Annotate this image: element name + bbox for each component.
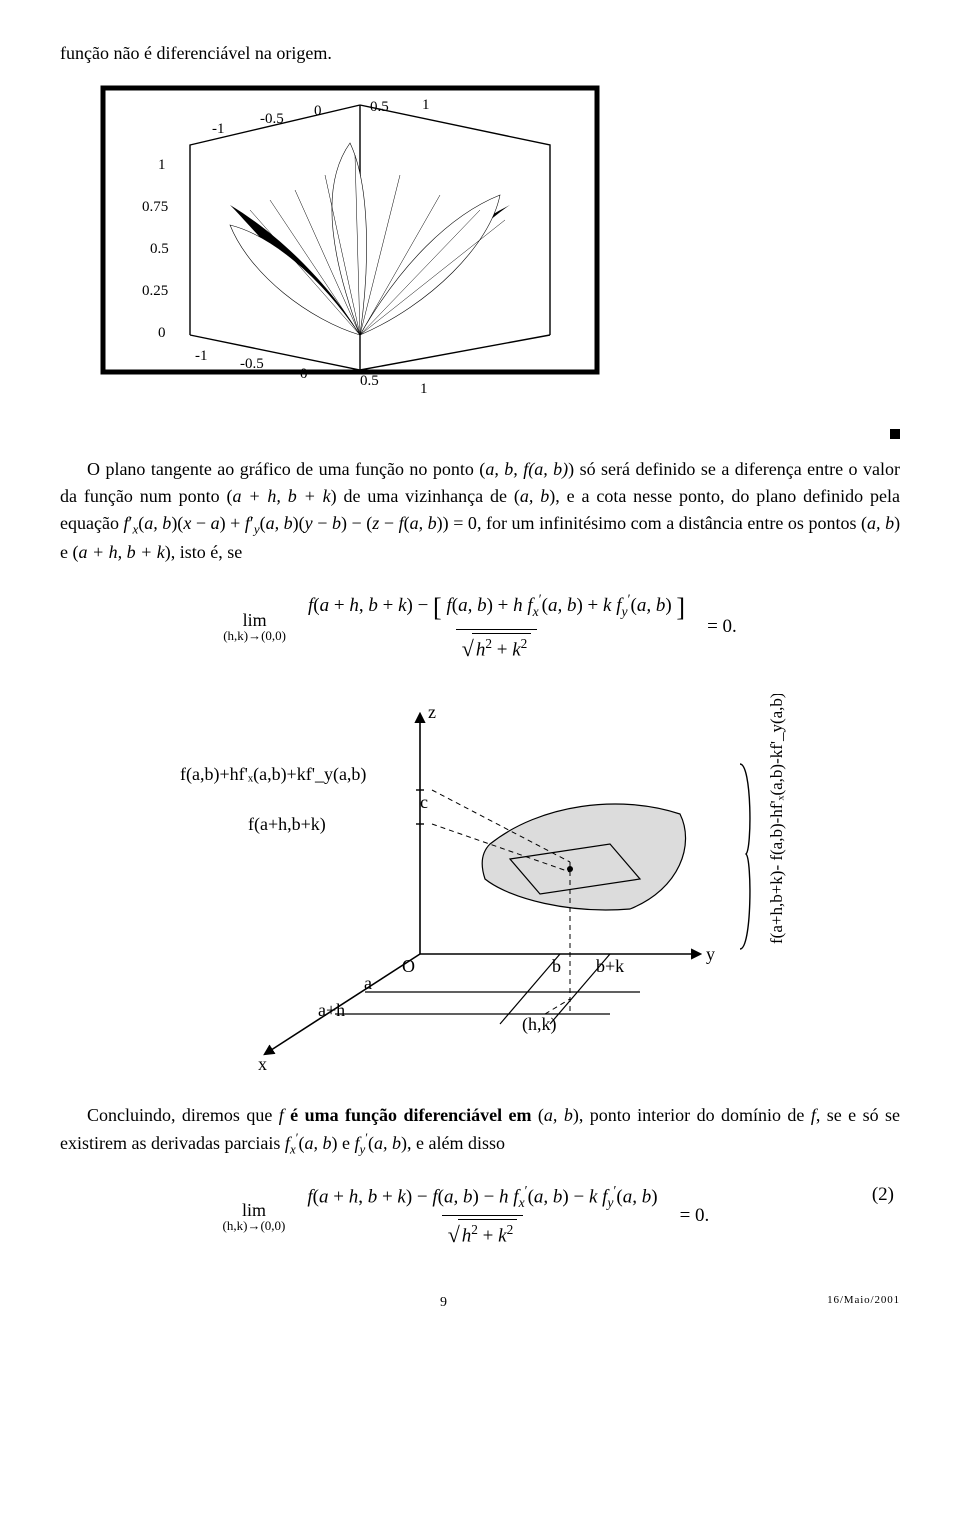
page-footer: 9 16/Maio/2001 [60,1292,900,1313]
svg-text:a: a [364,973,372,993]
svg-text:c: c [420,792,428,812]
svg-text:0.75: 0.75 [142,199,168,215]
text-p2: O plano tangente ao gráfico de uma funçã… [60,456,900,566]
svg-text:-0.5: -0.5 [260,111,284,127]
svg-text:0.5: 0.5 [370,99,389,115]
figure-3d-plot: 1 0.75 0.5 0.25 0 -1 -0.5 0 0.5 1 -1 -0.… [100,85,600,415]
right-brace-label: f(a+h,b+k)- f(a,b)-hf'ₓ(a,b)-kf'_y(a,b) [740,694,786,949]
text-p1: função não é diferenciável na origem. [60,40,900,67]
svg-text:0.5: 0.5 [150,241,169,257]
svg-text:0: 0 [158,325,166,341]
equation-limit-2: lim (h,k)→(0,0) f(a + h, b + k) − f(a, b… [60,1181,900,1252]
svg-text:O: O [402,956,415,976]
svg-text:b: b [552,956,561,976]
floor-grid [335,954,640,1024]
svg-text:(h,k): (h,k) [522,1014,557,1035]
svg-text:-0.5: -0.5 [240,356,264,372]
svg-text:1: 1 [422,97,430,113]
equation-tag: (2) [872,1181,894,1210]
svg-text:a+h: a+h [318,1000,345,1020]
svg-text:1: 1 [420,381,428,397]
svg-text:0.25: 0.25 [142,283,168,299]
svg-text:-1: -1 [195,348,208,364]
svg-text:1: 1 [158,157,166,173]
point-marker [567,866,573,872]
svg-text:f(a+h,b+k)- f(a,b)-hf'ₓ(a,b)-k: f(a+h,b+k)- f(a,b)-hf'ₓ(a,b)-kf'_y(a,b) [767,694,786,944]
svg-text:f(a+h,b+k): f(a+h,b+k) [248,814,326,835]
svg-text:x: x [258,1054,267,1074]
text-p3: Concluindo, diremos que f é uma função d… [60,1102,900,1159]
equation-limit-1: lim (h,k)→(0,0) f(a + h, b + k) − [ f(a,… [60,588,900,666]
figure-tangent-plane: f(a+h,b+k)- f(a,b)-hf'ₓ(a,b)-kf'_y(a,b) … [140,694,840,1074]
svg-text:0: 0 [300,366,308,382]
qed-box [60,419,900,446]
svg-text:0.5: 0.5 [360,373,379,389]
svg-text:f(a,b)+hf'ₓ(a,b)+kf'_y(a,b): f(a,b)+hf'ₓ(a,b)+kf'_y(a,b) [180,764,366,785]
svg-text:0: 0 [314,103,322,119]
footer-date: 16/Maio/2001 [827,1292,900,1313]
svg-text:z: z [428,702,436,722]
svg-text:y: y [706,944,715,964]
svg-text:-1: -1 [212,121,225,137]
page-number: 9 [440,1292,447,1313]
svg-text:b+k: b+k [596,956,624,976]
